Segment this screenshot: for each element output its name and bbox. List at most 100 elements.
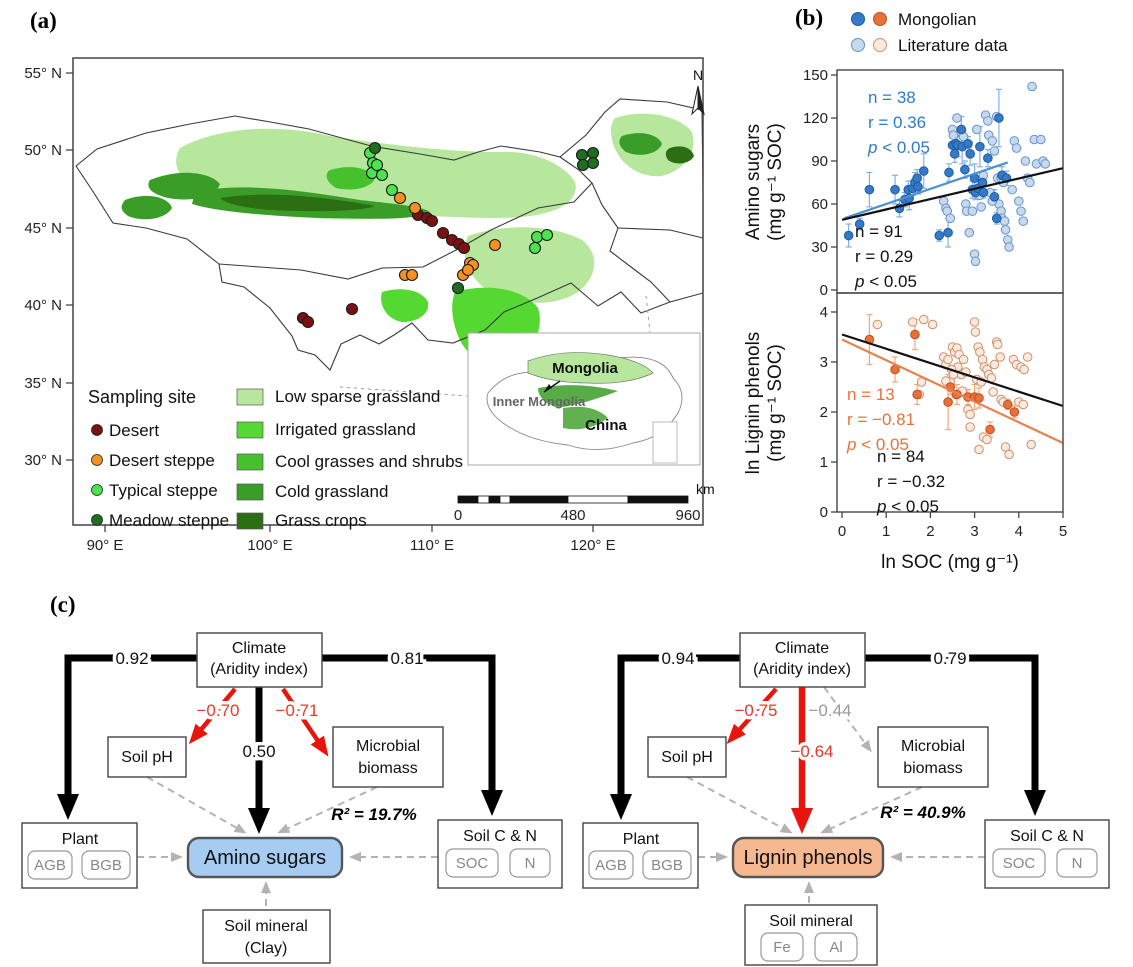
node-plant: Plant AGB BGB: [582, 822, 699, 889]
coef-climate-soilph: −0.75: [734, 701, 777, 720]
scatter-point-mongolian: [1009, 407, 1020, 417]
plot-frame: [836, 292, 1064, 513]
scale-bar-segment: [477, 495, 490, 504]
legend-site-dot: [91, 454, 103, 466]
chip-bgb: BGB: [651, 857, 683, 874]
legend-landcover-swatch: [236, 483, 264, 501]
legend-landcover-swatch: [236, 421, 264, 439]
scale-bar-segment: [509, 495, 569, 504]
x-tick-label: 5: [1059, 523, 1067, 540]
scatter-point-literature: [952, 113, 962, 123]
path-climate-to-soilph: [726, 687, 778, 744]
scatter-point-mongolian: [890, 184, 900, 195]
chip-soc: SOC: [1003, 855, 1036, 872]
coef-climate-soilcn: 0.81: [390, 649, 423, 668]
scatter-point-literature: [967, 206, 978, 216]
scatter-point-literature: [943, 354, 953, 365]
scatter-point-literature: [1014, 196, 1024, 206]
scale-bar-segment: [627, 495, 689, 504]
scatter-point-literature: [989, 359, 1000, 370]
y-axis-title-lignin-2: (mg g⁻¹ SOC): [765, 344, 786, 462]
scatter-point-literature: [1036, 134, 1046, 145]
node-soil-cn-label: Soil C & N: [1010, 828, 1084, 845]
scale-bar: 0 480 960 km: [454, 481, 715, 524]
path-soilph-to-amino: [146, 776, 247, 834]
scatter-point-mongolian: [983, 153, 993, 163]
legend-dot-mongolian-blue: [851, 12, 865, 26]
chip-al: Al: [829, 939, 842, 956]
map-site-point-meadow-steppe: [586, 156, 600, 170]
legend-landcover-label: Cool grasses and shrubs: [275, 452, 463, 471]
inset-mongolia-shape: [527, 352, 654, 384]
sampling-points: [296, 141, 600, 329]
scatter-point-mongolian: [965, 149, 975, 159]
amino-sugars-plot: 0 30 60 90 120 150 n = 38 r = 0.36 p < 0.05 n = 9…: [803, 67, 1064, 299]
scale-bar-label: 0: [454, 507, 462, 524]
map-site-point-desert: [425, 214, 439, 228]
scatter-point-mongolian: [949, 149, 960, 159]
node-mineral-line2: (Clay): [245, 940, 288, 957]
region-outlines: [75, 98, 704, 371]
map-site-point-typical-steppe: [375, 168, 389, 182]
chip-fe: Fe: [773, 939, 791, 956]
scatter-point-literature: [1040, 159, 1051, 169]
y-axis-title-amino-2: (mg g⁻¹ SOC): [765, 123, 786, 241]
legend-site-label: Typical steppe: [109, 481, 218, 500]
scatter-point-literature: [965, 422, 975, 432]
legend-landcover-label: Cold grassland: [275, 482, 388, 501]
path-microbial-to-amino: [277, 786, 378, 834]
legend-site-label: Desert: [109, 421, 159, 440]
scatter-point-literature: [1000, 225, 1011, 235]
x-tick-label: 4: [1015, 523, 1023, 540]
scatter-legend: Mongolian Literature data: [851, 10, 1008, 55]
node-soil-ph: Soil pH: [647, 736, 727, 778]
node-microbial-line2: biomass: [358, 760, 418, 777]
panel-a-label: (a): [30, 8, 57, 33]
stat-line: p < 0.05: [854, 272, 917, 291]
r-squared-lignin: R² = 40.9%: [880, 803, 966, 822]
scatter-point-mongolian: [913, 182, 923, 192]
scatter-point-literature: [1018, 399, 1029, 410]
scatter-point-literature: [1018, 216, 1029, 226]
scatter-point-mongolian: [910, 329, 920, 340]
r-squared-amino: R² = 19.7%: [331, 805, 417, 824]
legend-landcover-swatch: [236, 453, 264, 471]
scatter-point-literature: [970, 327, 981, 337]
node-microbial-line2: biomass: [903, 760, 963, 777]
legend-landcover-label: Grass crops: [275, 511, 367, 530]
scatter-point-mongolian: [943, 397, 953, 407]
inset-label-mongolia: Mongolia: [552, 360, 618, 377]
scatter-panel: Mongolian Literature data Amino sugars (…: [743, 10, 1067, 573]
stat-line: n = 38: [868, 88, 916, 107]
map-site-point-typical-steppe: [385, 183, 399, 197]
legend-site-label: Meadow steppe: [109, 511, 229, 530]
stat-line: r = −0.32: [877, 472, 945, 491]
path-climate-to-soilcn: [322, 654, 503, 816]
lat-tick-label: 45° N: [24, 220, 62, 237]
scatter-point-literature: [918, 314, 929, 325]
scatter-point-literature: [907, 317, 918, 327]
legend-dot-literature-blue: [851, 38, 865, 52]
map-site-point-typical-steppe: [540, 228, 554, 242]
legend-site-dot: [91, 484, 103, 496]
node-soil-cn-label: Soil C & N: [463, 828, 537, 845]
node-microbial-line1: Microbial: [901, 738, 965, 755]
lat-tick-label: 55° N: [24, 65, 62, 82]
scatter-point-mongolian: [989, 192, 1000, 202]
scatter-point-literature: [948, 130, 959, 140]
y-tick-label: 30: [811, 239, 828, 256]
scatter-point-mongolian: [843, 230, 854, 241]
scatter-point-mongolian: [1002, 399, 1013, 410]
stat-line: n = 84: [877, 447, 925, 466]
x-tick-label: 1: [882, 523, 890, 540]
scatter-point-literature: [1025, 177, 1035, 188]
panel-c-label: (c): [50, 592, 76, 617]
node-climate: Climate (Aridity index): [739, 632, 866, 688]
regression-line-overall-fit: [841, 167, 1064, 221]
stat-line: p < 0.05: [876, 497, 939, 516]
map-axis-ticks: 55° N 50° N 45° N 40° N 35° N 30° N 90° E 100° …: [24, 65, 615, 554]
legend-dot-mongolian-orange: [873, 12, 887, 26]
node-soil-cn: Soil C & N SOC N: [984, 819, 1110, 889]
